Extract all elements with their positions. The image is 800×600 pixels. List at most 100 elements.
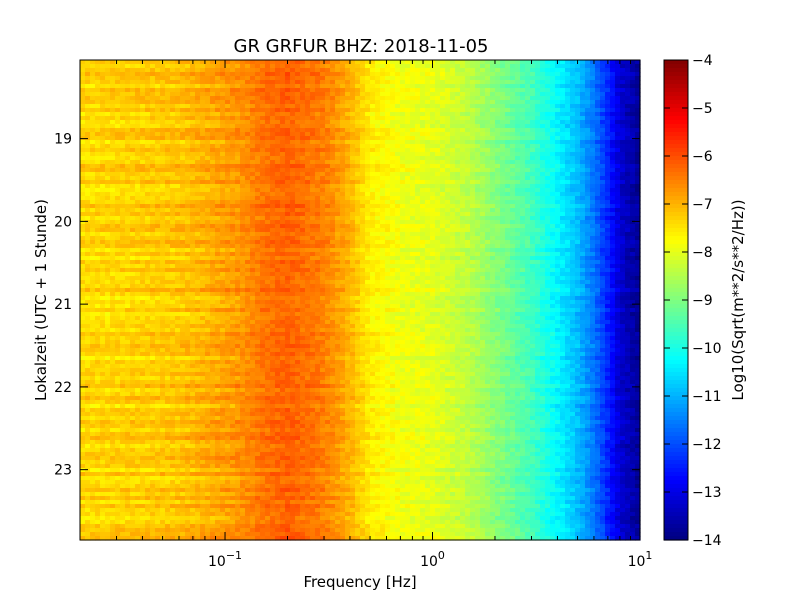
heatmap-cell [185,292,191,297]
heatmap-cell [165,268,171,273]
heatmap-cell [255,328,261,333]
heatmap-cell [115,84,121,89]
heatmap-cell [165,100,171,105]
heatmap-cell [225,100,231,105]
heatmap-cell [95,288,101,293]
heatmap-cell [255,456,261,461]
heatmap-cell [160,152,166,157]
heatmap-cell [200,440,206,445]
heatmap-cell [160,452,166,457]
heatmap-cell [140,248,146,253]
heatmap-cell [275,232,281,237]
heatmap-cell [90,188,96,193]
heatmap-cell [205,204,211,209]
heatmap-cell [160,64,166,69]
heatmap-cell [210,148,216,153]
heatmap-cell [200,460,206,465]
heatmap-cell [235,400,241,405]
heatmap-cell [170,316,176,321]
heatmap-cell [125,196,131,201]
heatmap-cell [215,232,221,237]
heatmap-cell [275,272,281,277]
heatmap-cell [110,452,116,457]
heatmap-cell [175,232,181,237]
heatmap-cell [140,436,146,441]
heatmap-cell [265,512,271,517]
heatmap-cell [275,468,281,473]
heatmap-cell [265,332,271,337]
heatmap-cell [165,180,171,185]
heatmap-cell [155,504,161,509]
heatmap-cell [220,528,226,533]
heatmap-cell [245,336,251,341]
heatmap-cell [175,376,181,381]
heatmap-cell [245,524,251,529]
heatmap-cell [195,524,201,529]
heatmap-cell [85,200,91,205]
heatmap-cell [120,228,126,233]
heatmap-cell [160,356,166,361]
heatmap-cell [245,172,251,177]
heatmap-cell [270,72,276,77]
heatmap-cell [210,144,216,149]
heatmap-cell [175,196,181,201]
heatmap-cell [215,240,221,245]
heatmap-cell [195,168,201,173]
heatmap-cell [100,480,106,485]
heatmap-cell [135,224,141,229]
heatmap-cell [120,364,126,369]
heatmap-cell [90,72,96,77]
heatmap-cell [130,520,136,525]
heatmap-cell [270,108,276,113]
heatmap-cell [120,100,126,105]
heatmap-cell [150,240,156,245]
heatmap-cell [145,212,151,217]
heatmap-cell [160,96,166,101]
heatmap-cell [80,116,86,121]
heatmap-cell [185,484,191,489]
heatmap-cell [195,472,201,477]
heatmap-cell [235,72,241,77]
heatmap-cell [195,116,201,121]
heatmap-cell [150,224,156,229]
heatmap-cell [235,472,241,477]
heatmap-cell [90,88,96,93]
heatmap-cell [185,460,191,465]
heatmap-cell [270,80,276,85]
heatmap-cell [230,152,236,157]
heatmap-cell [175,412,181,417]
heatmap-cell [220,520,226,525]
heatmap-cell [175,228,181,233]
heatmap-cell [160,344,166,349]
heatmap-cell [85,224,91,229]
heatmap-cell [255,224,261,229]
heatmap-cell [90,176,96,181]
heatmap-cell [120,176,126,181]
heatmap-cell [105,388,111,393]
heatmap-cell [245,500,251,505]
heatmap-cell [270,192,276,197]
heatmap-cell [90,520,96,525]
heatmap-cell [220,184,226,189]
heatmap-cell [265,232,271,237]
heatmap-cell [205,432,211,437]
heatmap-cell [150,72,156,77]
heatmap-cell [140,460,146,465]
heatmap-cell [255,252,261,257]
heatmap-cell [95,256,101,261]
heatmap-cell [110,84,116,89]
heatmap-cell [205,160,211,165]
heatmap-cell [185,372,191,377]
heatmap-cell [115,472,121,477]
heatmap-cell [280,164,286,169]
heatmap-cell [230,384,236,389]
heatmap-cell [105,272,111,277]
heatmap-cell [145,164,151,169]
heatmap-cell [145,360,151,365]
heatmap-cell [90,396,96,401]
heatmap-cell [100,428,106,433]
heatmap-cell [105,260,111,265]
heatmap-cell [195,328,201,333]
heatmap-cell [180,360,186,365]
heatmap-cell [110,364,116,369]
